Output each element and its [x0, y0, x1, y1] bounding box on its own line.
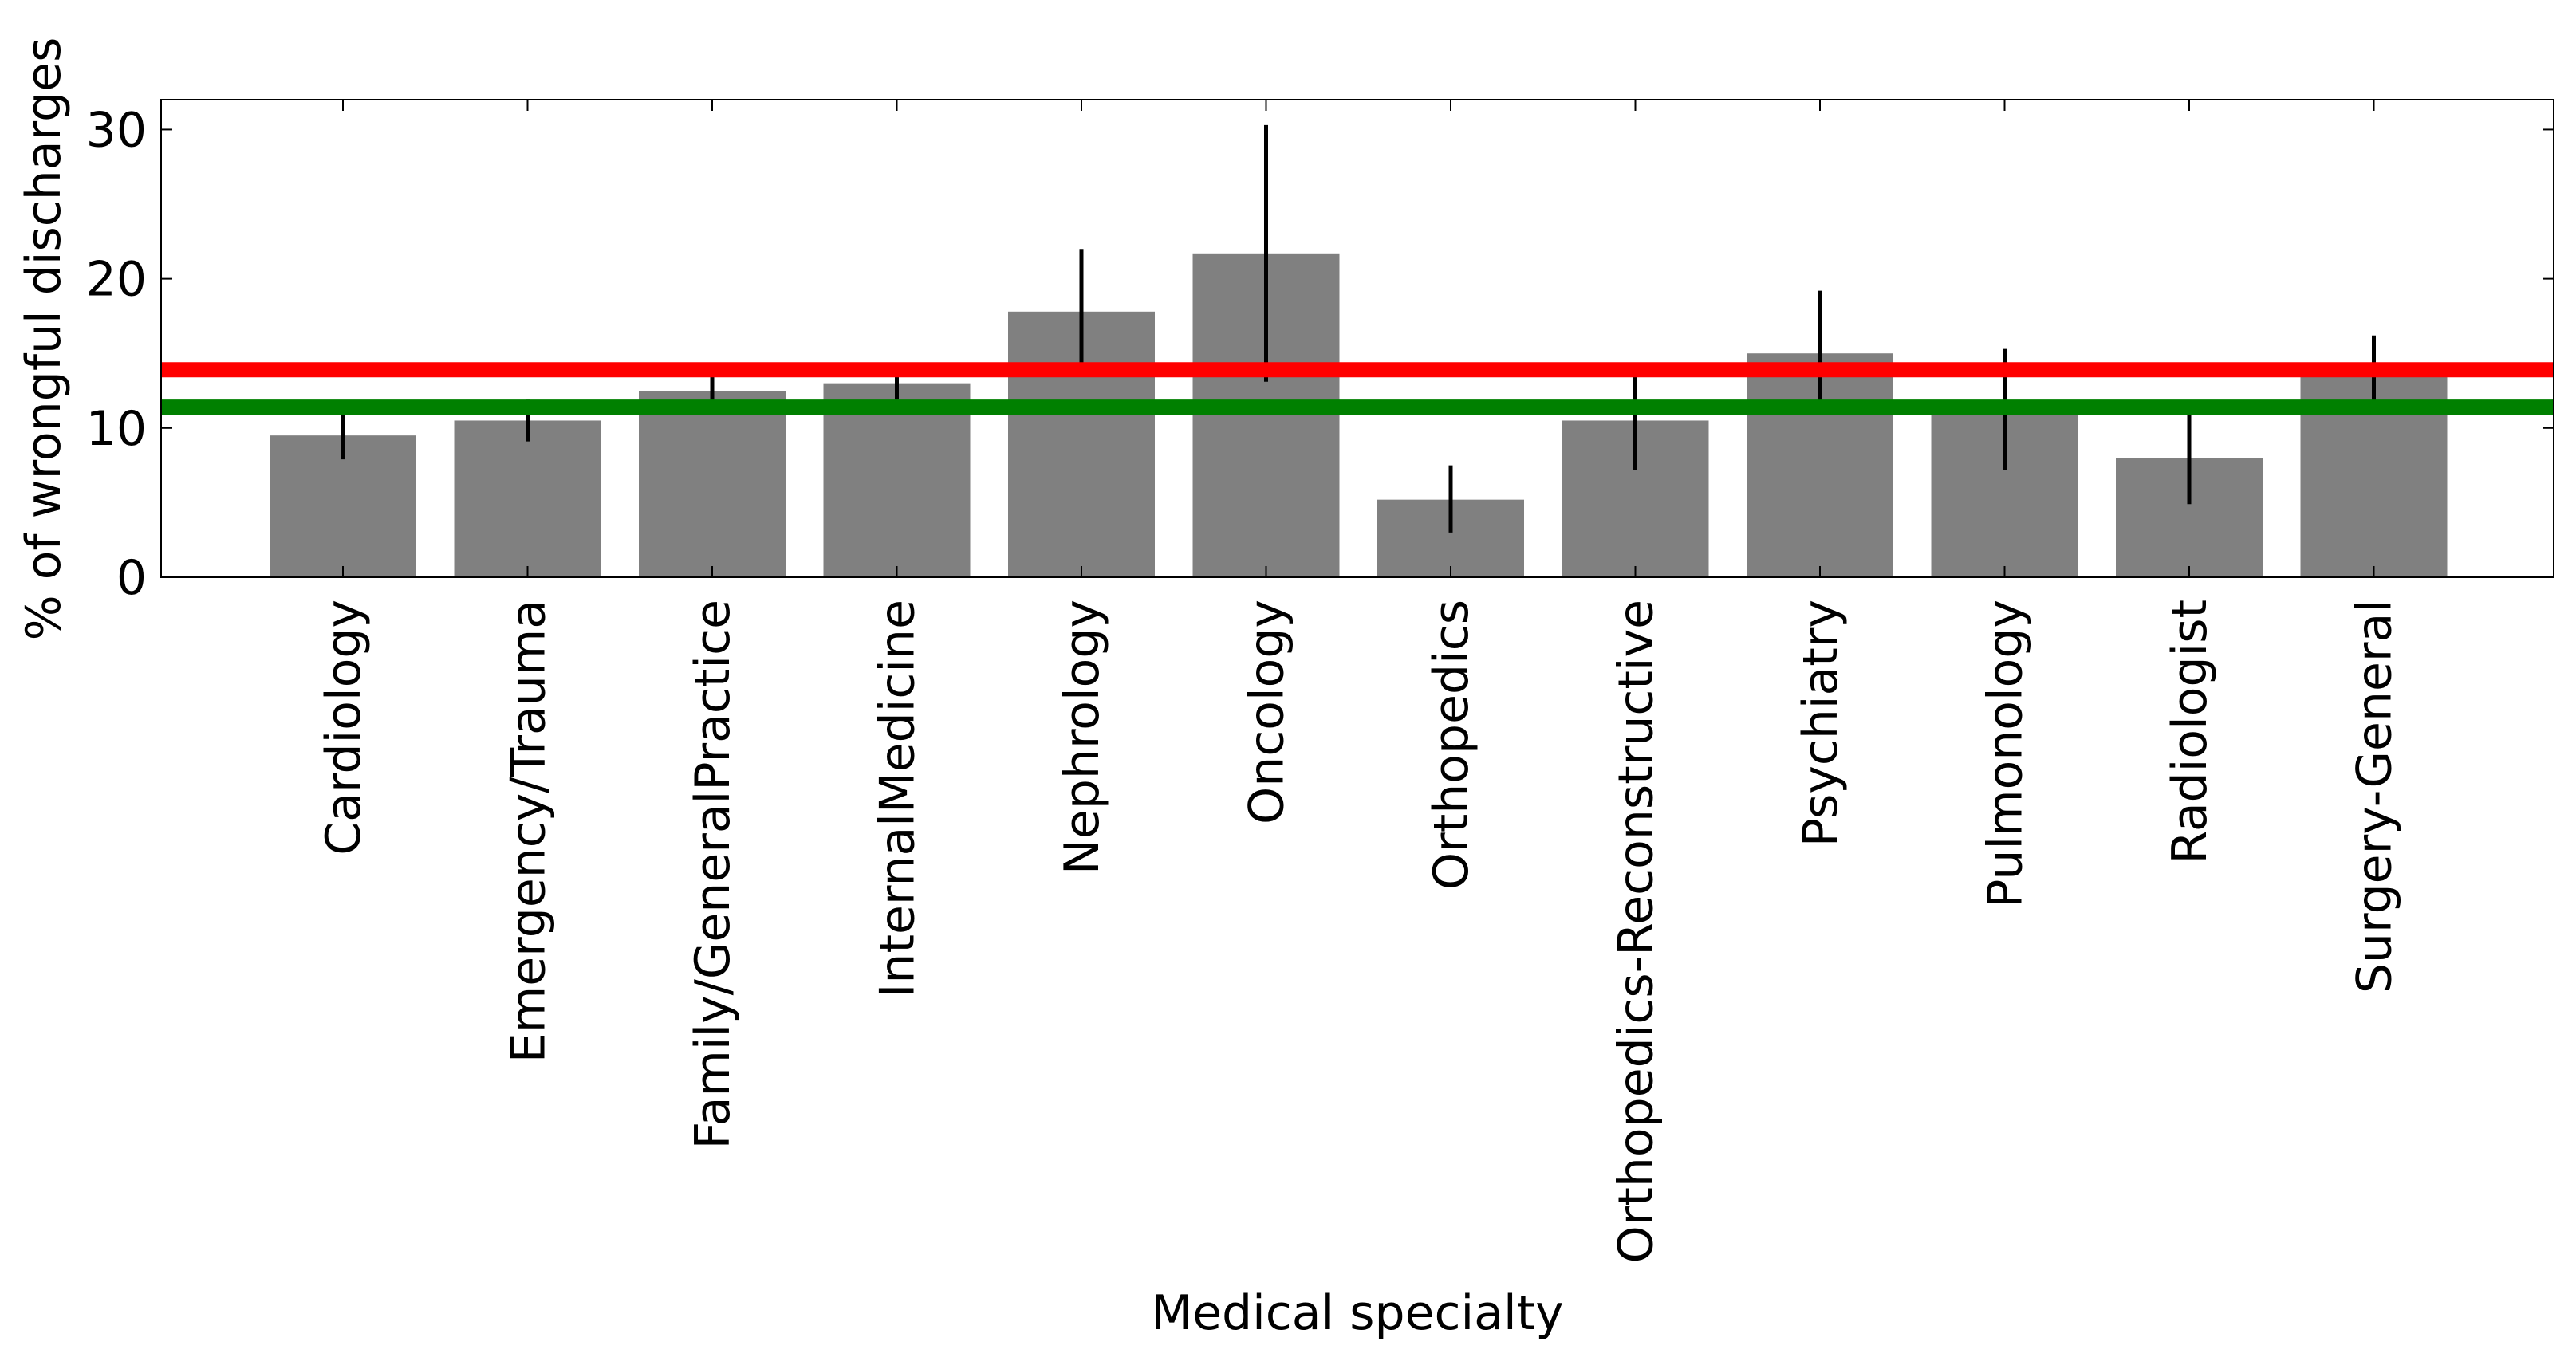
x-axis-label: Medical specialty [1151, 1285, 1563, 1341]
y-tick-label: 20 [86, 252, 147, 308]
x-tick-label: Psychiatry [1793, 600, 1849, 847]
bar [823, 383, 971, 577]
y-tick-label: 10 [86, 401, 147, 457]
bar [454, 420, 601, 577]
x-tick-label: Oncology [1239, 600, 1295, 824]
bars-group [270, 253, 2448, 577]
x-tick-label: Cardiology [316, 600, 372, 856]
axes-group [160, 99, 2554, 578]
x-tick-label: Nephrology [1054, 600, 1110, 875]
y-axis-label: % of wrongful discharges [16, 37, 72, 641]
bar [639, 391, 786, 577]
plot-frame [160, 99, 2554, 578]
x-tick-label: InternalMedicine [870, 600, 926, 997]
x-tick-label: Surgery-General [2347, 600, 2403, 993]
error-bars-group [341, 124, 2376, 533]
y-tick-label: 0 [116, 550, 147, 606]
reference-lines-group [161, 362, 2554, 415]
x-tick-label: Radiologist [2162, 600, 2218, 864]
y-tick-labels: 0 10 20 30 [86, 102, 147, 606]
x-tick-labels: Cardiology Emergency/Trauma Family/General… [316, 600, 2403, 1264]
x-tick-label: Orthopedics-Reconstructive [1609, 600, 1664, 1264]
x-tick-label: Orthopedics [1424, 600, 1479, 890]
y-tick-label: 30 [86, 102, 147, 158]
x-tick-label: Emergency/Trauma [501, 600, 557, 1063]
x-tick-label: Pulmonology [1978, 600, 2034, 908]
x-tick-label: Family/GeneralPractice [685, 600, 741, 1149]
